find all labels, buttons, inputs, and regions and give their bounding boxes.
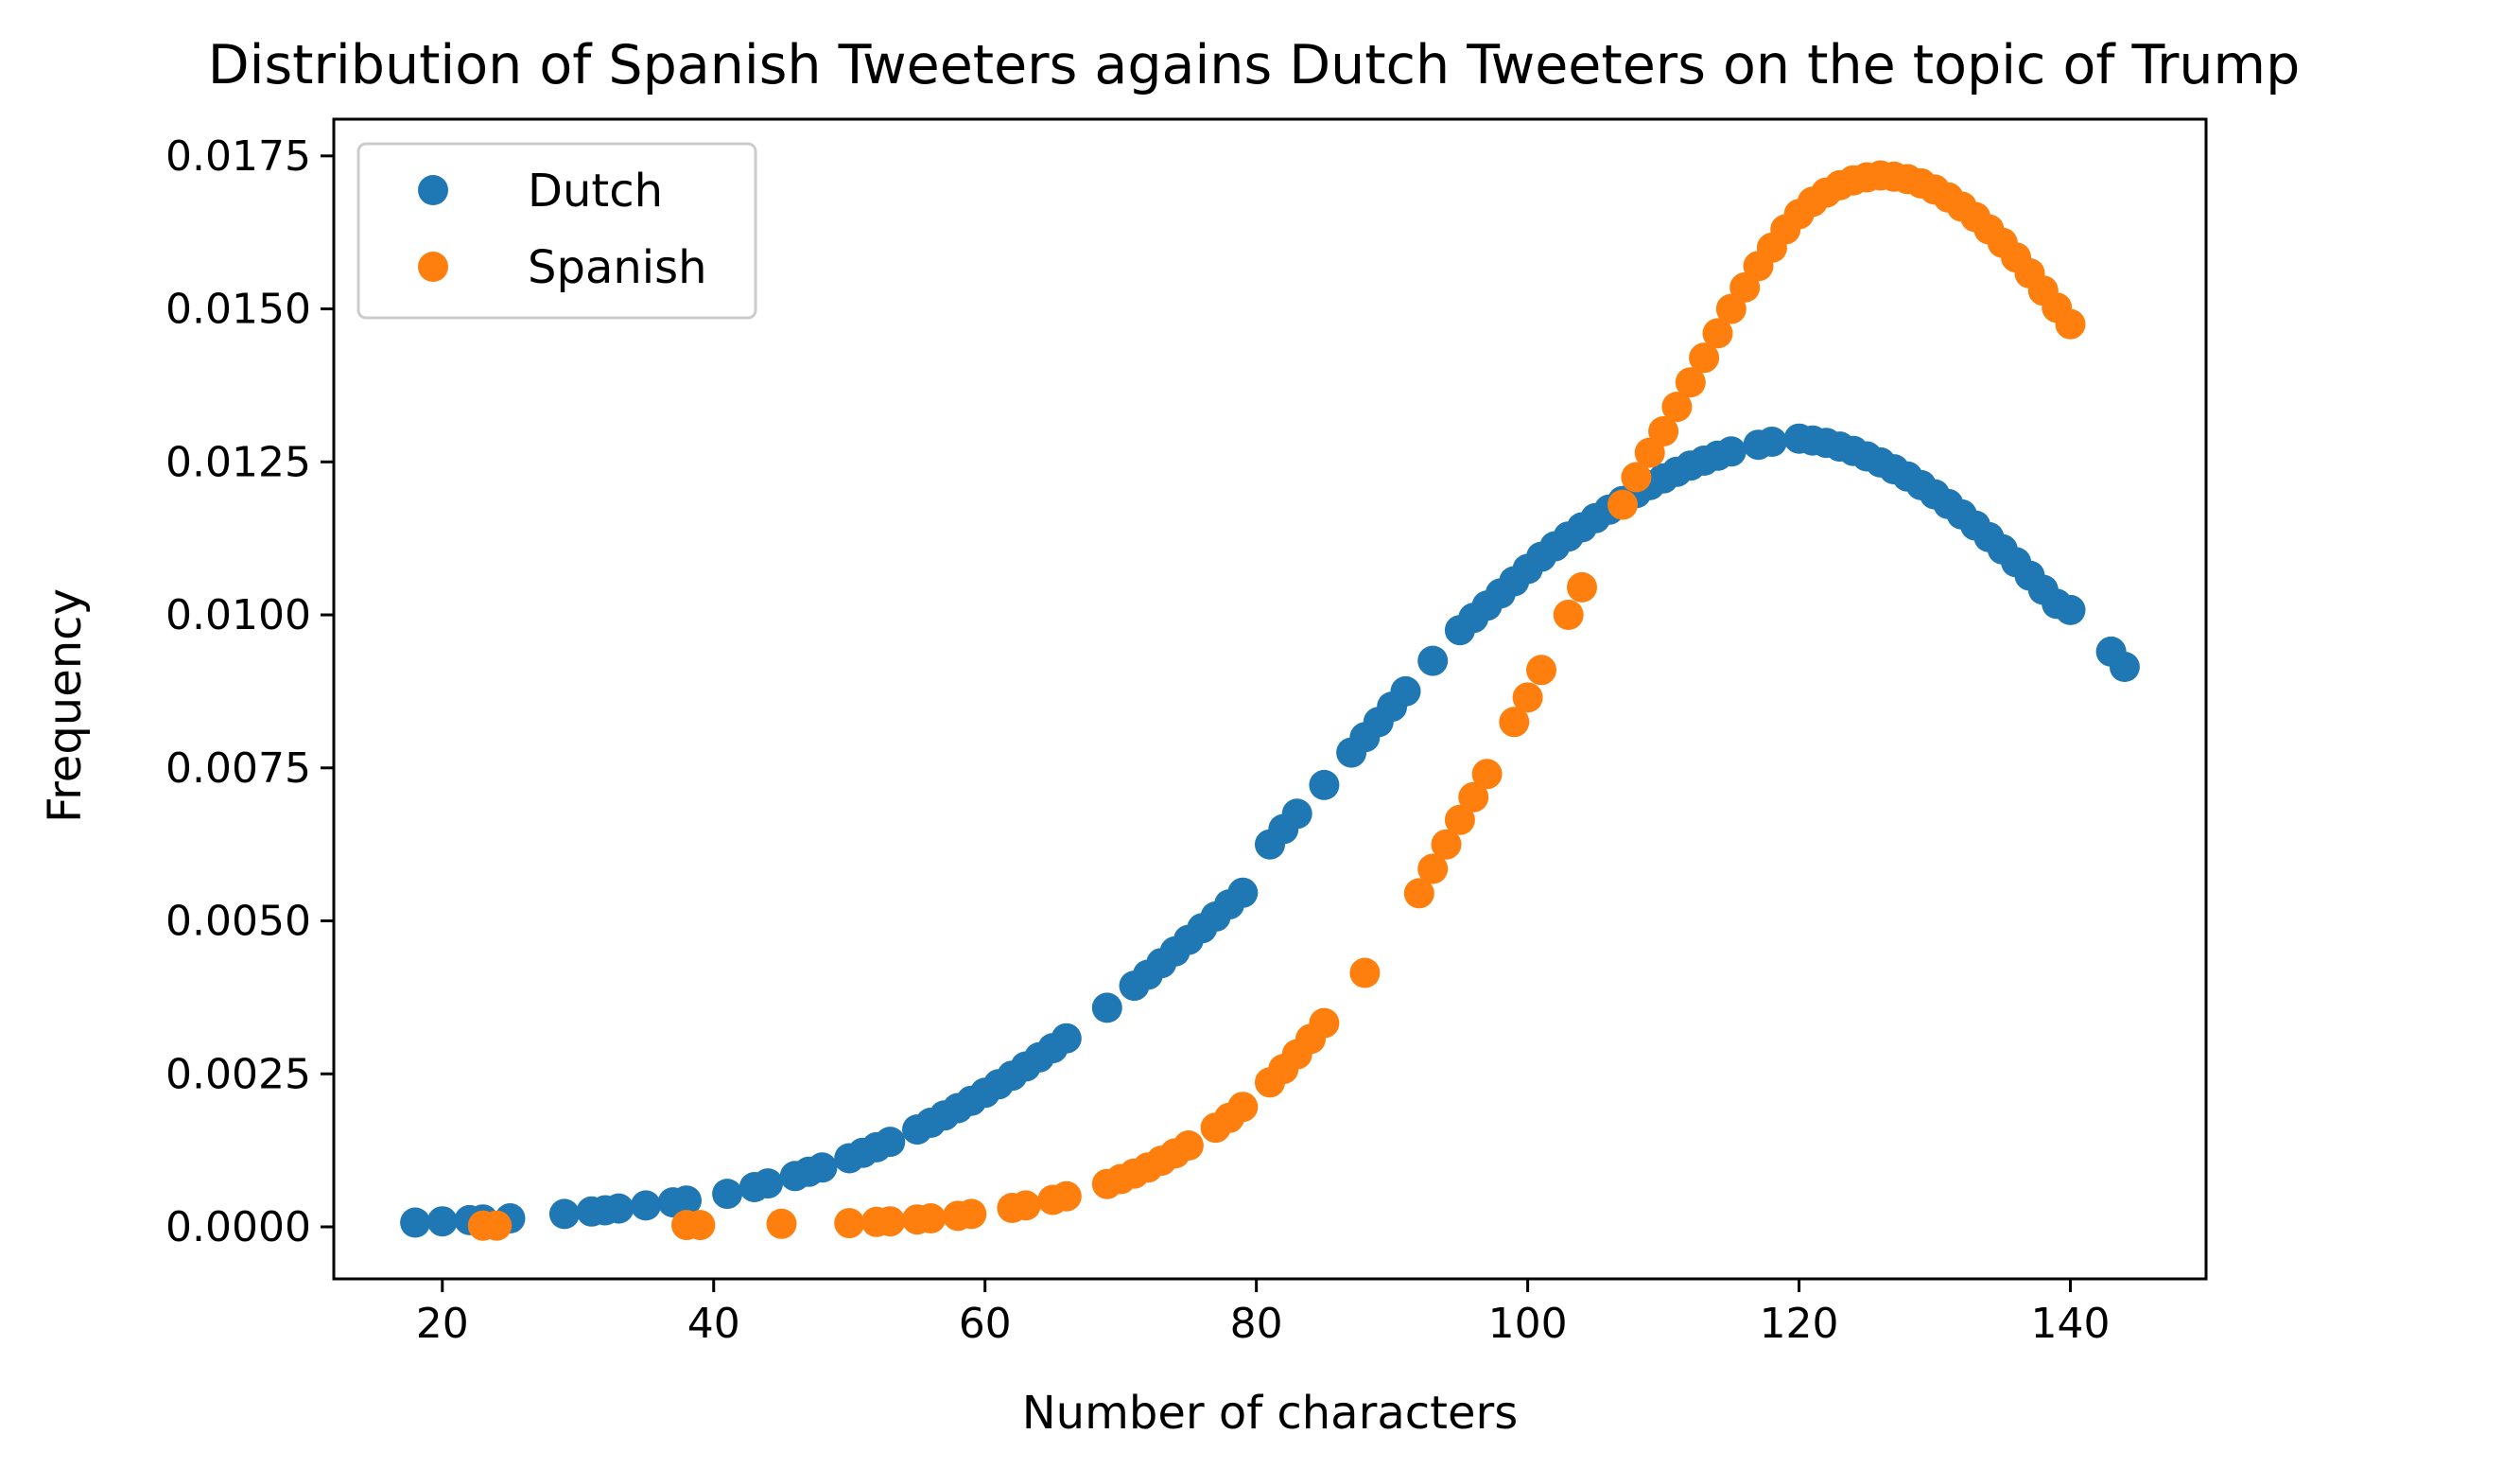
legend: Dutch Spanish: [356, 142, 757, 320]
point-spanish: [1417, 853, 1449, 884]
point-spanish: [766, 1208, 797, 1239]
point-dutch: [2109, 652, 2140, 682]
legend-label-spanish: Spanish: [528, 241, 707, 294]
y-tick-label: 0.0100: [165, 591, 311, 639]
point-spanish: [1431, 829, 1462, 860]
point-dutch: [548, 1198, 580, 1230]
point-dutch: [426, 1206, 458, 1237]
point-dutch: [1715, 436, 1747, 467]
y-tick-label: 0.0050: [165, 898, 311, 946]
point-spanish: [1051, 1180, 1082, 1212]
point-spanish: [1567, 571, 1597, 603]
point-spanish: [915, 1203, 947, 1233]
x-tick-label: 80: [1230, 1300, 1283, 1348]
series-dutch: [400, 423, 2140, 1238]
y-tick-label: 0.0175: [165, 132, 311, 181]
point-spanish: [956, 1198, 987, 1230]
point-dutch: [1417, 645, 1449, 676]
series-spanish: [467, 160, 2086, 1241]
point-spanish: [1702, 318, 1733, 349]
legend-marker-spanish: [418, 252, 448, 282]
legend-box: [356, 142, 757, 320]
point-dutch: [631, 1190, 661, 1221]
y-axis-label: Frequency: [39, 588, 92, 823]
point-spanish: [1227, 1092, 1259, 1123]
point-spanish: [1173, 1130, 1204, 1161]
point-dutch: [400, 1207, 431, 1238]
point-spanish: [1675, 367, 1706, 398]
x-axis-label: Number of characters: [1022, 1387, 1518, 1440]
point-spanish: [1689, 342, 1720, 374]
y-tick-label: 0.0125: [165, 438, 311, 486]
y-tick-label: 0.0075: [165, 744, 311, 793]
point-spanish: [481, 1210, 513, 1241]
point-spanish: [1512, 682, 1543, 713]
point-spanish: [1309, 1007, 1340, 1039]
point-dutch: [671, 1185, 702, 1216]
y-tick-label: 0.0025: [165, 1050, 311, 1098]
point-dutch: [2055, 594, 2086, 625]
point-spanish: [1608, 489, 1638, 520]
point-spanish: [1715, 293, 1747, 324]
point-dutch: [1309, 769, 1340, 800]
x-tick-label: 60: [959, 1300, 1012, 1348]
point-dutch: [1281, 798, 1312, 830]
point-spanish: [1553, 600, 1584, 630]
point-dutch: [1227, 877, 1259, 908]
data-points: [400, 160, 2140, 1241]
x-tick-label: 40: [687, 1300, 740, 1348]
point-spanish: [1403, 878, 1434, 909]
point-spanish: [1648, 416, 1679, 446]
point-spanish: [685, 1210, 716, 1241]
y-tick-label: 0.0000: [165, 1203, 311, 1251]
x-tick-label: 140: [2031, 1300, 2111, 1348]
x-tick-label: 100: [1488, 1300, 1568, 1348]
point-dutch: [603, 1193, 634, 1224]
x-tick-label: 20: [416, 1300, 469, 1348]
point-spanish: [1471, 759, 1503, 790]
point-spanish: [1010, 1190, 1041, 1221]
point-dutch: [712, 1179, 743, 1210]
y-axis-ticks: 0.0000 0.0025 0.0050 0.0075 0.0100 0.0125 0.01…: [165, 132, 334, 1251]
legend-marker-dutch: [418, 175, 448, 205]
point-dutch: [753, 1168, 784, 1199]
x-tick-label: 120: [1760, 1300, 1839, 1348]
point-spanish: [834, 1208, 865, 1239]
point-spanish: [1526, 655, 1556, 686]
y-tick-label: 0.0150: [165, 286, 311, 334]
point-dutch: [1051, 1023, 1082, 1054]
x-axis-ticks: 20 40 60 80 100 120 140: [416, 1279, 2111, 1348]
point-spanish: [1499, 707, 1530, 738]
chart-title: Distribution of Spanish Tweeters agains …: [208, 34, 2301, 96]
point-dutch: [875, 1127, 906, 1158]
point-spanish: [1621, 462, 1652, 493]
point-spanish: [2055, 308, 2086, 340]
point-dutch: [807, 1152, 838, 1183]
point-spanish: [1661, 392, 1693, 423]
legend-label-dutch: Dutch: [528, 165, 663, 218]
point-spanish: [1458, 781, 1489, 813]
point-spanish: [1349, 957, 1381, 988]
point-dutch: [1390, 675, 1421, 707]
point-dutch: [1756, 427, 1787, 457]
point-spanish: [1444, 804, 1475, 835]
point-dutch: [1091, 992, 1122, 1023]
point-spanish: [875, 1206, 906, 1237]
plot-frame: [332, 117, 2208, 1281]
